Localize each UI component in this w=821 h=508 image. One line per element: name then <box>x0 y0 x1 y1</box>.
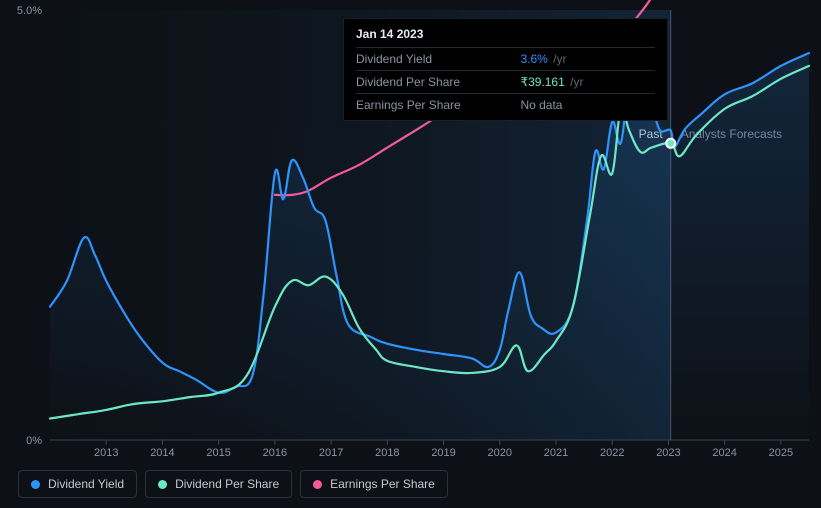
tooltip-value: 3.6% /yr <box>520 48 655 71</box>
legend-dot <box>158 480 167 489</box>
x-tick-label: 2018 <box>375 447 399 459</box>
legend-dot <box>31 480 40 489</box>
tooltip-row: Earnings Per ShareNo data <box>356 94 655 117</box>
tooltip-value: ₹39.161 /yr <box>520 71 655 94</box>
tooltip-row: Dividend Yield3.6% /yr <box>356 48 655 71</box>
legend-label: Dividend Per Share <box>175 477 279 491</box>
x-tick-label: 2022 <box>600 447 624 459</box>
tooltip-label: Earnings Per Share <box>356 94 520 117</box>
legend-label: Earnings Per Share <box>330 477 435 491</box>
x-tick-label: 2025 <box>769 447 793 459</box>
x-tick-label: 2015 <box>206 447 230 459</box>
tooltip-date: Jan 14 2023 <box>356 27 655 47</box>
x-tick-label: 2017 <box>319 447 343 459</box>
y-tick-label: 5.0% <box>17 5 42 17</box>
legend-item-dividend-yield[interactable]: Dividend Yield <box>18 470 137 498</box>
x-tick-label: 2020 <box>488 447 512 459</box>
y-tick-label: 0% <box>26 435 42 447</box>
x-tick-label: 2024 <box>712 447 736 459</box>
legend: Dividend Yield Dividend Per Share Earnings… <box>0 460 821 508</box>
x-tick-label: 2023 <box>656 447 680 459</box>
tooltip-value: No data <box>520 94 655 117</box>
x-tick-label: 2016 <box>263 447 287 459</box>
tooltip-table: Dividend Yield3.6% /yrDividend Per Share… <box>356 47 655 116</box>
x-tick-label: 2019 <box>431 447 455 459</box>
chart-container: 2013 2014 2015 2016 2017 2018 2019 2020 2021 2022… <box>0 0 821 460</box>
x-tick-label: 2021 <box>544 447 568 459</box>
tooltip-label: Dividend Yield <box>356 48 520 71</box>
legend-item-earnings-per-share[interactable]: Earnings Per Share <box>300 470 448 498</box>
x-tick-label: 2014 <box>150 447 174 459</box>
x-tick-label: 2013 <box>94 447 118 459</box>
tooltip: Jan 14 2023 Dividend Yield3.6% /yrDivide… <box>343 18 668 121</box>
legend-dot <box>313 480 322 489</box>
tooltip-marker <box>666 139 675 148</box>
tooltip-label: Dividend Per Share <box>356 71 520 94</box>
tooltip-row: Dividend Per Share₹39.161 /yr <box>356 71 655 94</box>
legend-item-dividend-per-share[interactable]: Dividend Per Share <box>145 470 292 498</box>
legend-label: Dividend Yield <box>48 477 124 491</box>
